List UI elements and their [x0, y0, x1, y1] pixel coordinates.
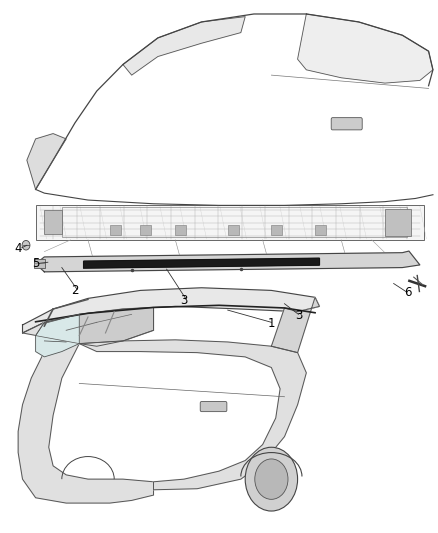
Circle shape: [255, 459, 288, 499]
Bar: [44, 209, 62, 233]
FancyBboxPatch shape: [331, 118, 362, 130]
Text: 3: 3: [295, 309, 302, 322]
Circle shape: [22, 240, 30, 250]
Polygon shape: [84, 258, 319, 268]
Bar: [228, 225, 239, 235]
Polygon shape: [272, 297, 319, 353]
Polygon shape: [27, 134, 66, 189]
Polygon shape: [35, 308, 153, 344]
Bar: [272, 225, 283, 235]
Text: 1: 1: [268, 317, 275, 330]
Circle shape: [245, 447, 297, 511]
Polygon shape: [297, 14, 433, 83]
Bar: [110, 225, 121, 235]
Polygon shape: [22, 288, 319, 333]
Text: 2: 2: [71, 284, 79, 297]
Text: 5: 5: [32, 257, 39, 270]
Text: 4: 4: [14, 242, 22, 255]
Text: 3: 3: [180, 294, 188, 307]
FancyBboxPatch shape: [200, 401, 227, 411]
Polygon shape: [79, 308, 153, 346]
Bar: [62, 207, 407, 237]
Polygon shape: [35, 251, 420, 272]
Polygon shape: [123, 17, 245, 75]
Bar: [35, 205, 424, 240]
Bar: [175, 225, 186, 235]
Polygon shape: [79, 340, 306, 490]
Bar: [315, 225, 326, 235]
Bar: [385, 208, 411, 236]
Text: 6: 6: [404, 286, 411, 299]
Bar: [141, 225, 151, 235]
Polygon shape: [18, 314, 153, 503]
Bar: [34, 259, 45, 268]
Polygon shape: [35, 314, 79, 357]
